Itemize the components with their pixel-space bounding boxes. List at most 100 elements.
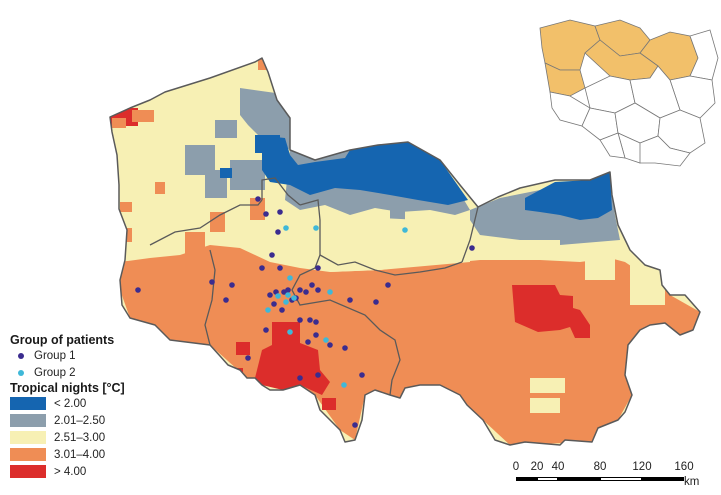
- group-2-patient-point: [402, 227, 408, 233]
- group-1-patient-point: [309, 282, 315, 288]
- province-border: [261, 177, 301, 206]
- legend-class-3: 2.51–3.00: [10, 429, 210, 446]
- legend-class-5: > 4.00: [10, 463, 210, 480]
- group-2-patient-point: [285, 292, 291, 298]
- poland-inset-map: [539, 19, 719, 167]
- scale-tick-label: 20: [530, 461, 544, 473]
- group-2-patient-point: [265, 307, 271, 313]
- group-1-patient-point: [297, 287, 303, 293]
- group-2-patient-point: [323, 337, 329, 343]
- region-outer-border: [109, 57, 701, 446]
- group-2-patient-point: [283, 225, 289, 231]
- group-2-patient-point: [275, 293, 281, 299]
- province-border: [149, 199, 263, 246]
- zone-2-51-3-00-patch: [585, 255, 615, 280]
- legend-swatch: [10, 448, 46, 461]
- zone-2-51-3-00-patch: [480, 240, 560, 260]
- patients-legend-title: Group of patients: [10, 333, 115, 347]
- legend-class-label: 2.51–3.00: [54, 431, 106, 444]
- group-1-patient-point: [259, 265, 265, 271]
- group-1-patient-point: [315, 372, 321, 378]
- inset-province-highlighted: [539, 19, 601, 71]
- scale-segment: [516, 477, 537, 481]
- group-1-patient-point: [277, 265, 283, 271]
- scale-segment: [600, 477, 642, 481]
- scale-tick-label: 80: [593, 461, 607, 473]
- group-1-patient-point: [209, 279, 215, 285]
- legend-swatch: [10, 431, 46, 444]
- zone-3-01-4-00-patch: [132, 110, 154, 122]
- group-1-patient-point: [469, 245, 475, 251]
- zone-3-01-4-00-patch: [155, 182, 165, 194]
- group-1-patient-point: [267, 292, 273, 298]
- zone-2-51-3-00-patch: [530, 378, 565, 393]
- zone-2-01-2-50-patch: [185, 145, 215, 175]
- zone-3-01-4-00-patch: [210, 212, 225, 232]
- scale-tick-label: 40: [551, 461, 565, 473]
- zone-2-51-3-00-patch: [530, 398, 560, 413]
- scale-segment: [642, 477, 684, 481]
- zone-2-01-2-50-patch: [215, 120, 237, 138]
- zone-above-4-00-patch: [229, 368, 243, 378]
- zone-3-01-4-00-patch: [355, 282, 375, 302]
- zone-2-51-3-00: [320, 215, 470, 272]
- group-1-patient-point: [303, 289, 309, 295]
- group-2-patient-point: [327, 289, 333, 295]
- legend-group-2-label: Group 2: [34, 366, 76, 379]
- province-border: [204, 249, 216, 346]
- scale-tick-label: 0: [512, 461, 520, 473]
- zone-below-2-00-patch: [255, 135, 280, 153]
- zone-3-01-4-00-patch: [112, 118, 126, 128]
- zone-above-4-00-patch: [236, 342, 250, 355]
- zone-above-4-00-patch: [322, 398, 336, 410]
- group-1-patient-point: [313, 319, 319, 325]
- group-1-patient-point: [297, 375, 303, 381]
- scale-bar: 0 20 40 80 120 160 km: [512, 461, 712, 491]
- group-1-patient-point: [352, 422, 358, 428]
- legend-group-1: Group 1: [10, 347, 210, 364]
- group-1-marker-icon: [18, 352, 24, 359]
- legend-group-2: Group 2: [10, 364, 210, 381]
- legend-swatch: [10, 414, 46, 427]
- group-1-patient-point: [385, 282, 391, 288]
- map-legend: Group of patients Group 1 Group 2 Tropic…: [10, 333, 210, 480]
- legend-class-label: < 2.00: [54, 397, 87, 410]
- nights-legend-title: Tropical nights [°C]: [10, 381, 125, 395]
- zone-2-01-2-50-patch: [230, 160, 265, 190]
- group-1-patient-point: [245, 355, 251, 361]
- group-1-patient-point: [271, 301, 277, 307]
- group-2-patient-point: [287, 275, 293, 281]
- legend-class-4: 3.01–4.00: [10, 446, 210, 463]
- province-border: [299, 199, 321, 255]
- scale-unit: km: [684, 476, 700, 488]
- group-1-patient-point: [269, 252, 275, 258]
- scale-segment: [537, 477, 558, 481]
- group-1-patient-point: [263, 327, 269, 333]
- scale-tick-label: 160: [674, 461, 694, 473]
- legend-swatch: [10, 465, 46, 478]
- province-border: [291, 254, 401, 396]
- group-1-patient-point: [359, 372, 365, 378]
- patient-points: [135, 196, 475, 428]
- group-1-patient-point: [277, 209, 283, 215]
- group-1-patient-point: [373, 299, 379, 305]
- scale-segment: [558, 477, 600, 481]
- group-1-patient-point: [285, 287, 291, 293]
- group-1-patient-point: [135, 287, 141, 293]
- group-2-patient-point: [291, 295, 297, 301]
- group-1-patient-point: [315, 287, 321, 293]
- legend-class-label: 2.01–2.50: [54, 414, 106, 427]
- legend-group-1-label: Group 1: [34, 349, 76, 362]
- group-1-patient-point: [315, 265, 321, 271]
- scale-tick-label: 120: [632, 461, 652, 473]
- zone-above-4-00: [512, 285, 590, 338]
- group-1-patient-point: [305, 339, 311, 345]
- group-2-patient-point: [313, 225, 319, 231]
- province-border: [461, 206, 479, 263]
- group-1-patient-point: [307, 317, 313, 323]
- province-border: [319, 254, 463, 276]
- group-1-patient-point: [297, 317, 303, 323]
- inset-province: [599, 132, 626, 159]
- group-2-patient-point: [283, 299, 289, 305]
